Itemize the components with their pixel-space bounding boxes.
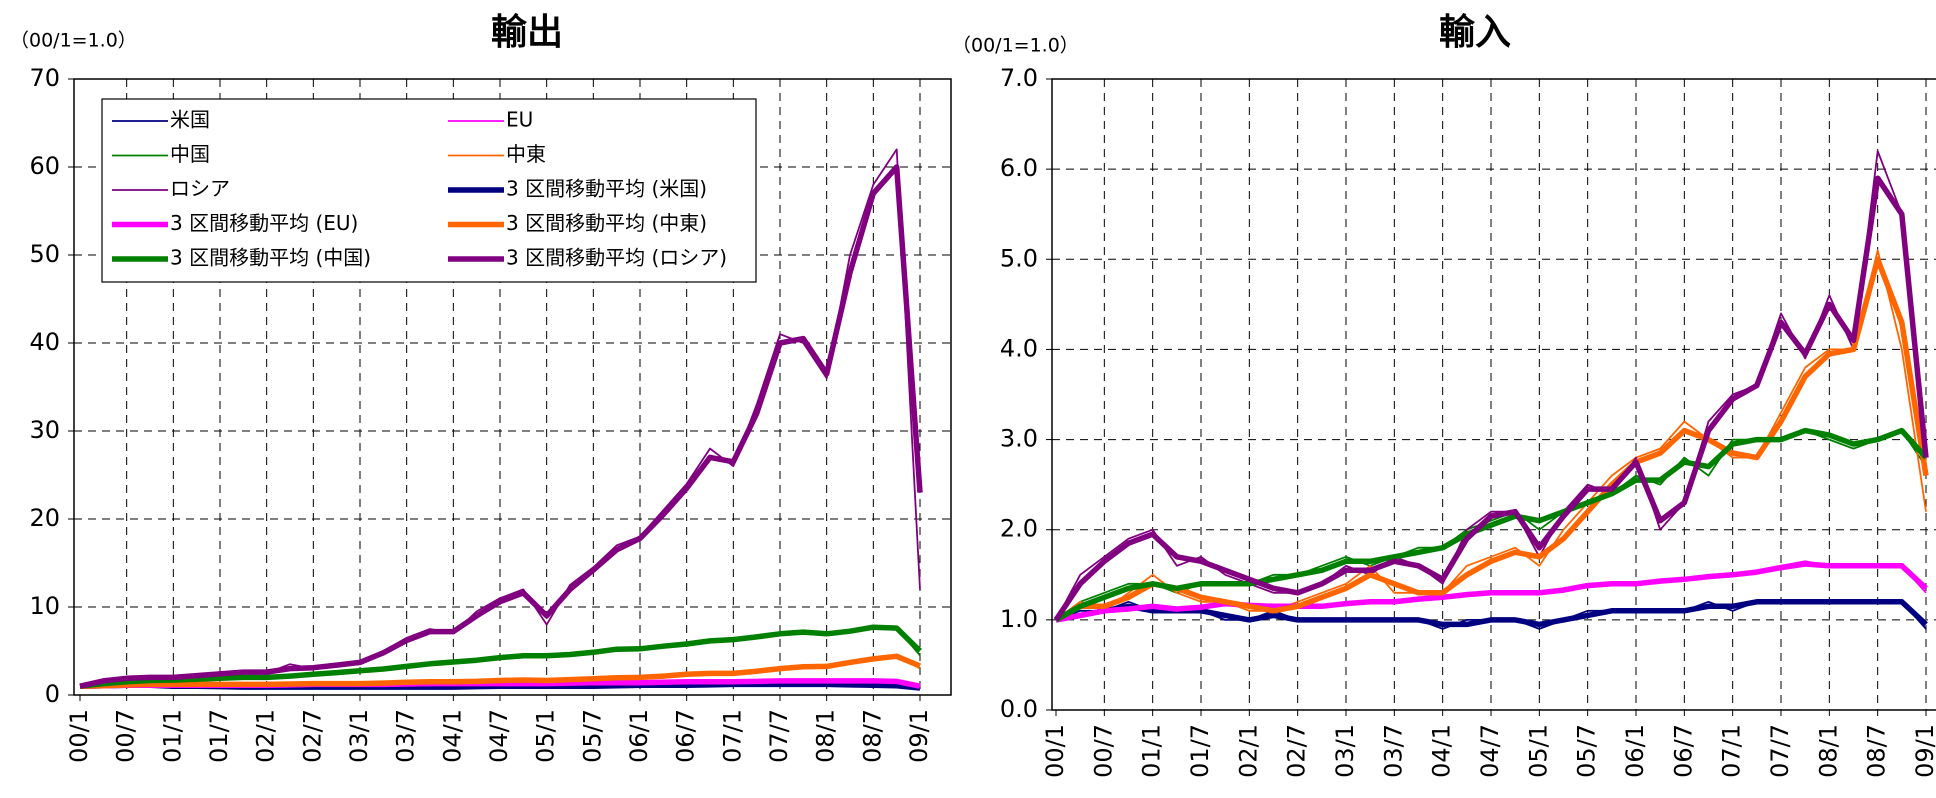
legend-label: 中国 [170, 142, 210, 166]
legend-label: 3 区間移動平均 (ロシア) [506, 246, 727, 270]
x-tick-label: 01/7 [1186, 724, 1214, 778]
chart-title: 輸入 [1439, 12, 1511, 53]
x-tick-label: 00/1 [1041, 724, 1069, 778]
x-tick-label: 00/1 [65, 709, 93, 763]
y-tick-label: 0 [45, 680, 60, 708]
legend-label: ロシア [170, 177, 230, 201]
series-line [79, 653, 922, 689]
x-tick-label: 07/1 [718, 709, 746, 763]
y-tick-label: 20 [29, 504, 60, 532]
legend-label: 米国 [170, 108, 210, 132]
legend-label: 3 区間移動平均 (EU) [170, 211, 358, 235]
x-tick-label: 04/1 [438, 709, 466, 763]
x-tick-label: 01/7 [205, 709, 233, 763]
y-tick-label: 2.0 [1000, 515, 1038, 543]
x-tick-label: 06/1 [1621, 724, 1649, 778]
y-tick-label: 1.0 [1000, 605, 1038, 633]
legend-label: 3 区間移動平均 (中国) [170, 246, 371, 270]
x-tick-label: 03/1 [1331, 724, 1359, 778]
x-tick-label: 08/1 [812, 709, 840, 763]
x-tick-label: 03/1 [345, 709, 373, 763]
x-tick-label: 05/1 [1524, 724, 1552, 778]
plot-area [1051, 78, 1936, 711]
x-tick-label: 04/7 [1476, 724, 1504, 778]
legend-label: 3 区間移動平均 (米国) [506, 177, 707, 201]
legend-label: 3 区間移動平均 (中東) [506, 211, 707, 235]
x-tick-label: 03/7 [1379, 724, 1407, 778]
x-tick-label: 00/7 [1089, 724, 1117, 778]
y-tick-label: 10 [29, 592, 60, 620]
y-tick-label: 7.0 [1000, 64, 1038, 92]
x-tick-label: 07/7 [765, 709, 793, 763]
x-tick-label: 02/7 [1283, 724, 1311, 778]
x-tick-label: 02/1 [1234, 724, 1262, 778]
series-line [1054, 427, 1929, 623]
x-tick-label: 06/7 [672, 709, 700, 763]
x-tick-label: 09/1 [905, 709, 933, 763]
legend-label: 中東 [506, 142, 546, 166]
x-tick-label: 05/1 [532, 709, 560, 763]
x-tick-label: 08/7 [858, 709, 886, 763]
x-tick-label: 02/1 [252, 709, 280, 763]
x-tick-label: 05/7 [578, 709, 606, 763]
series-group [1053, 150, 1929, 630]
legend-label: EU [506, 108, 533, 132]
y-tick-label: 5.0 [1000, 244, 1038, 272]
x-tick-label: 00/7 [112, 709, 140, 763]
y-tick-label: 70 [29, 64, 60, 92]
x-tick-label: 05/7 [1573, 724, 1601, 778]
x-tick-label: 07/1 [1718, 724, 1746, 778]
y-tick-label: 0.0 [1000, 695, 1038, 723]
y-tick-label: 50 [29, 240, 60, 268]
series-line [1053, 175, 1929, 622]
x-tick-label: 08/1 [1814, 724, 1842, 778]
series-line [1055, 150, 1927, 621]
legend-box [101, 98, 757, 283]
x-tick-label: 04/7 [485, 709, 513, 763]
x-tick-label: 07/7 [1766, 724, 1794, 778]
series-group [79, 148, 923, 691]
y-tick-label: 60 [29, 152, 60, 180]
series-line [1055, 599, 1928, 628]
x-tick-label: 02/7 [298, 709, 326, 763]
x-tick-label: 01/1 [158, 709, 186, 763]
x-tick-label: 08/7 [1863, 724, 1891, 778]
x-tick-label: 06/7 [1669, 724, 1697, 778]
series-line [79, 624, 922, 689]
y-tick-label: 4.0 [1000, 334, 1038, 362]
x-tick-label: 09/1 [1911, 724, 1936, 778]
y-axis-unit: （00/1=1.0） [952, 35, 1079, 57]
series-line [1055, 249, 1927, 621]
y-tick-label: 30 [29, 416, 60, 444]
x-tick-label: 04/1 [1428, 724, 1456, 778]
x-tick-label: 06/1 [625, 709, 653, 763]
series-line [79, 164, 923, 689]
y-tick-label: 40 [29, 328, 60, 356]
x-tick-label: 03/7 [392, 709, 420, 763]
series-line [1054, 256, 1929, 623]
series-line [1055, 561, 1928, 623]
y-axis-unit: （00/1=1.0） [10, 30, 137, 52]
x-tick-label: 01/1 [1138, 724, 1166, 778]
y-tick-label: 3.0 [1000, 425, 1038, 453]
y-tick-label: 6.0 [1000, 154, 1038, 182]
chart-title: 輸出 [491, 12, 563, 53]
